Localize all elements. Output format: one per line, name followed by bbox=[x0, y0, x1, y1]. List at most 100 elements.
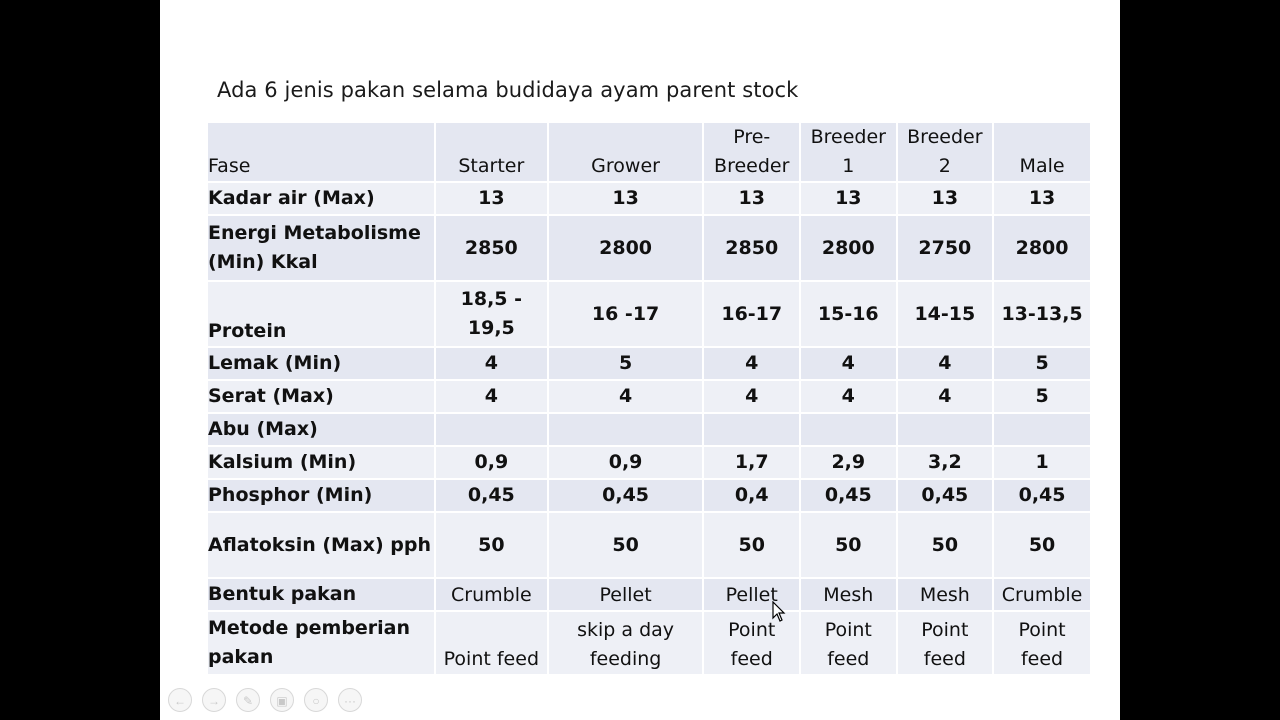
table-cell: 0,45 bbox=[801, 480, 896, 511]
table-row: Abu (Max) bbox=[208, 414, 1090, 445]
row-label: Energi Metabolisme (Min) Kkal bbox=[208, 216, 434, 280]
row-label: Kalsium (Min) bbox=[208, 447, 434, 478]
table-cell: Mesh bbox=[897, 579, 993, 610]
table-cell bbox=[897, 414, 993, 445]
header-column: Male bbox=[994, 123, 1090, 181]
table-cell: 1 bbox=[994, 447, 1090, 478]
table-row: Energi Metabolisme (Min) Kkal 2850 2800 285… bbox=[208, 216, 1090, 280]
table-cell: 0,45 bbox=[548, 480, 703, 511]
table-cell: 50 bbox=[897, 513, 993, 577]
table-cell: Pellet bbox=[548, 579, 703, 610]
table-cell: Pellet bbox=[704, 579, 800, 610]
table-cell: 5 bbox=[994, 348, 1090, 379]
table-cell: skip a day feeding bbox=[548, 612, 703, 674]
table-row: Kalsium (Min) 0,9 0,9 1,7 2,9 3,2 1 bbox=[208, 447, 1090, 478]
table-cell: 13-13,5 bbox=[994, 282, 1090, 346]
header-column: Grower bbox=[548, 123, 703, 181]
slides-icon[interactable]: ▣ bbox=[270, 688, 294, 712]
table-cell: 14-15 bbox=[897, 282, 993, 346]
table-cell: 0,9 bbox=[436, 447, 547, 478]
table-cell: 0,45 bbox=[897, 480, 993, 511]
table-cell: Crumble bbox=[436, 579, 547, 610]
table-cell: 4 bbox=[801, 381, 896, 412]
slide: Ada 6 jenis pakan selama budidaya ayam p… bbox=[160, 0, 1120, 720]
row-label: Protein bbox=[208, 282, 434, 346]
table-cell: 2850 bbox=[436, 216, 547, 280]
header-fase: Fase bbox=[208, 123, 434, 181]
table-cell: 0,45 bbox=[994, 480, 1090, 511]
table-cell: 4 bbox=[436, 381, 547, 412]
prev-icon[interactable]: ← bbox=[168, 688, 192, 712]
row-label: Metode pemberian pakan bbox=[208, 612, 434, 674]
table-cell: Point feed bbox=[704, 612, 800, 674]
table-cell: 4 bbox=[801, 348, 896, 379]
slideshow-nav: ← → ✎ ▣ ○ ··· bbox=[168, 688, 362, 712]
table-cell: Mesh bbox=[801, 579, 896, 610]
mouse-cursor-icon bbox=[772, 601, 786, 622]
header-column: Pre- Breeder bbox=[704, 123, 800, 181]
table-row: Bentuk pakan Crumble Pellet Pellet Mesh Mesh C… bbox=[208, 579, 1090, 610]
table-row: Lemak (Min) 4 5 4 4 4 5 bbox=[208, 348, 1090, 379]
table-cell: 50 bbox=[548, 513, 703, 577]
table-cell: 16 -17 bbox=[548, 282, 703, 346]
table-cell: 4 bbox=[704, 348, 800, 379]
table-cell: 2800 bbox=[994, 216, 1090, 280]
table-cell: 5 bbox=[548, 348, 703, 379]
table-cell bbox=[548, 414, 703, 445]
table-cell: 1,7 bbox=[704, 447, 800, 478]
row-label: Serat (Max) bbox=[208, 381, 434, 412]
table-cell: Point feed bbox=[897, 612, 993, 674]
slide-title: Ada 6 jenis pakan selama budidaya ayam p… bbox=[217, 78, 799, 102]
table-cell: 50 bbox=[801, 513, 896, 577]
table-cell: 13 bbox=[436, 183, 547, 214]
table-cell: 18,5 - 19,5 bbox=[436, 282, 547, 346]
feed-table: Fase Starter Grower Pre- Breeder Breeder 1 Br… bbox=[206, 121, 1092, 676]
table-cell: 2800 bbox=[548, 216, 703, 280]
table-header-row: Fase Starter Grower Pre- Breeder Breeder 1 Br… bbox=[208, 123, 1090, 181]
table-cell: 13 bbox=[548, 183, 703, 214]
table-cell: 13 bbox=[801, 183, 896, 214]
table-cell bbox=[994, 414, 1090, 445]
table-cell bbox=[436, 414, 547, 445]
row-label: Lemak (Min) bbox=[208, 348, 434, 379]
table-cell: 2750 bbox=[897, 216, 993, 280]
table-cell: 4 bbox=[436, 348, 547, 379]
table-cell: Crumble bbox=[994, 579, 1090, 610]
table-cell: 0,9 bbox=[548, 447, 703, 478]
table-cell: 0,45 bbox=[436, 480, 547, 511]
table-row: Phosphor (Min) 0,45 0,45 0,4 0,45 0,45 0,45 bbox=[208, 480, 1090, 511]
table-row: Metode pemberian pakan Point feed skip a d… bbox=[208, 612, 1090, 674]
table-row: Protein 18,5 - 19,5 16 -17 16-17 15-16 14-15 1… bbox=[208, 282, 1090, 346]
table-cell: 2,9 bbox=[801, 447, 896, 478]
row-label: Kadar air (Max) bbox=[208, 183, 434, 214]
zoom-icon[interactable]: ○ bbox=[304, 688, 328, 712]
table-row: Aflatoksin (Max) pph 50 50 50 50 50 50 bbox=[208, 513, 1090, 577]
table-cell: 13 bbox=[704, 183, 800, 214]
table-cell bbox=[704, 414, 800, 445]
row-label: Abu (Max) bbox=[208, 414, 434, 445]
table-cell: 4 bbox=[548, 381, 703, 412]
table-cell: 16-17 bbox=[704, 282, 800, 346]
row-label: Phosphor (Min) bbox=[208, 480, 434, 511]
table-cell: 50 bbox=[994, 513, 1090, 577]
table-cell: 5 bbox=[994, 381, 1090, 412]
table-cell: 15-16 bbox=[801, 282, 896, 346]
table-cell: 50 bbox=[704, 513, 800, 577]
next-icon[interactable]: → bbox=[202, 688, 226, 712]
row-label: Bentuk pakan bbox=[208, 579, 434, 610]
header-column: Starter bbox=[436, 123, 547, 181]
table-cell: 3,2 bbox=[897, 447, 993, 478]
more-icon[interactable]: ··· bbox=[338, 688, 362, 712]
table-cell: 4 bbox=[897, 381, 993, 412]
table-row: Serat (Max) 4 4 4 4 4 5 bbox=[208, 381, 1090, 412]
pen-icon[interactable]: ✎ bbox=[236, 688, 260, 712]
header-column: Breeder 1 bbox=[801, 123, 896, 181]
table-cell: 13 bbox=[994, 183, 1090, 214]
table-cell: Point feed bbox=[801, 612, 896, 674]
table-cell: 0,4 bbox=[704, 480, 800, 511]
table-cell: Point feed bbox=[436, 612, 547, 674]
table-cell: 50 bbox=[436, 513, 547, 577]
table-cell bbox=[801, 414, 896, 445]
table-cell: 4 bbox=[704, 381, 800, 412]
table-cell: 13 bbox=[897, 183, 993, 214]
